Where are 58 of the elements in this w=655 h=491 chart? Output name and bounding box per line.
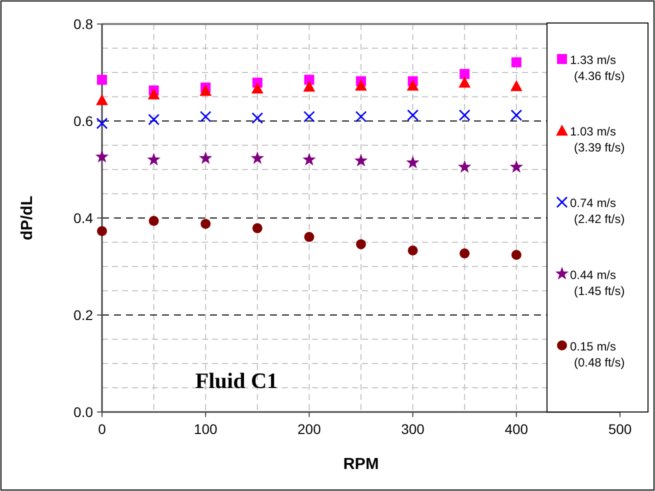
point bbox=[304, 232, 314, 242]
point bbox=[200, 110, 212, 122]
point bbox=[147, 152, 160, 166]
legend-label: 1.03 m/s (3.39 ft/s) bbox=[570, 124, 625, 155]
point bbox=[406, 80, 419, 91]
point bbox=[355, 110, 367, 122]
point bbox=[200, 84, 212, 96]
point bbox=[407, 109, 419, 121]
x-tick-label: 300 bbox=[401, 421, 425, 437]
point bbox=[354, 154, 368, 166]
point bbox=[198, 151, 212, 164]
point bbox=[96, 94, 108, 106]
y-tick-label: 0.4 bbox=[74, 210, 94, 226]
x-tick-label: 100 bbox=[194, 421, 218, 437]
point bbox=[460, 248, 470, 258]
point bbox=[303, 110, 315, 122]
point bbox=[148, 216, 159, 226]
point bbox=[97, 74, 107, 85]
y-tick-label: 0.8 bbox=[74, 16, 94, 32]
annotation: Fluid C1 bbox=[195, 368, 278, 393]
legend-label: 1.33 m/s (4.36 ft/s) bbox=[570, 53, 625, 83]
legend-label: 0.74 m/s (2.42 ft/s) bbox=[570, 196, 625, 226]
point bbox=[250, 151, 264, 164]
y-tick-label: 0.6 bbox=[74, 113, 94, 129]
x-tick-label: 500 bbox=[608, 421, 632, 437]
point bbox=[200, 218, 211, 229]
legend-label: 0.15 m/s (0.48 ft/s) bbox=[570, 339, 625, 370]
point bbox=[458, 160, 472, 173]
x-tick-label: 200 bbox=[298, 421, 322, 437]
y-tick-label: 0.2 bbox=[74, 307, 94, 323]
point bbox=[406, 156, 420, 168]
point bbox=[511, 250, 522, 260]
point bbox=[96, 118, 108, 130]
point bbox=[302, 152, 316, 166]
point bbox=[355, 80, 367, 91]
point bbox=[511, 57, 522, 68]
x-tick-label: 400 bbox=[504, 421, 528, 437]
point bbox=[95, 150, 109, 163]
point bbox=[408, 245, 418, 256]
point bbox=[356, 239, 366, 250]
point bbox=[510, 160, 524, 173]
point bbox=[510, 80, 522, 92]
point bbox=[460, 68, 470, 79]
point bbox=[458, 109, 470, 121]
y-tick-label: 0.0 bbox=[74, 404, 94, 420]
point bbox=[97, 226, 107, 236]
point bbox=[251, 82, 264, 94]
point bbox=[148, 88, 160, 100]
x-tick-label: 0 bbox=[98, 421, 106, 437]
point bbox=[148, 114, 160, 126]
x-axis-title: RPM bbox=[343, 456, 379, 473]
point bbox=[303, 80, 316, 92]
point bbox=[458, 76, 471, 88]
point bbox=[252, 223, 262, 234]
point bbox=[252, 112, 264, 124]
point bbox=[510, 109, 522, 121]
legend-label: 0.44 m/s (1.45 ft/s) bbox=[570, 268, 625, 298]
y-axis-title: dP/dL bbox=[19, 196, 36, 240]
